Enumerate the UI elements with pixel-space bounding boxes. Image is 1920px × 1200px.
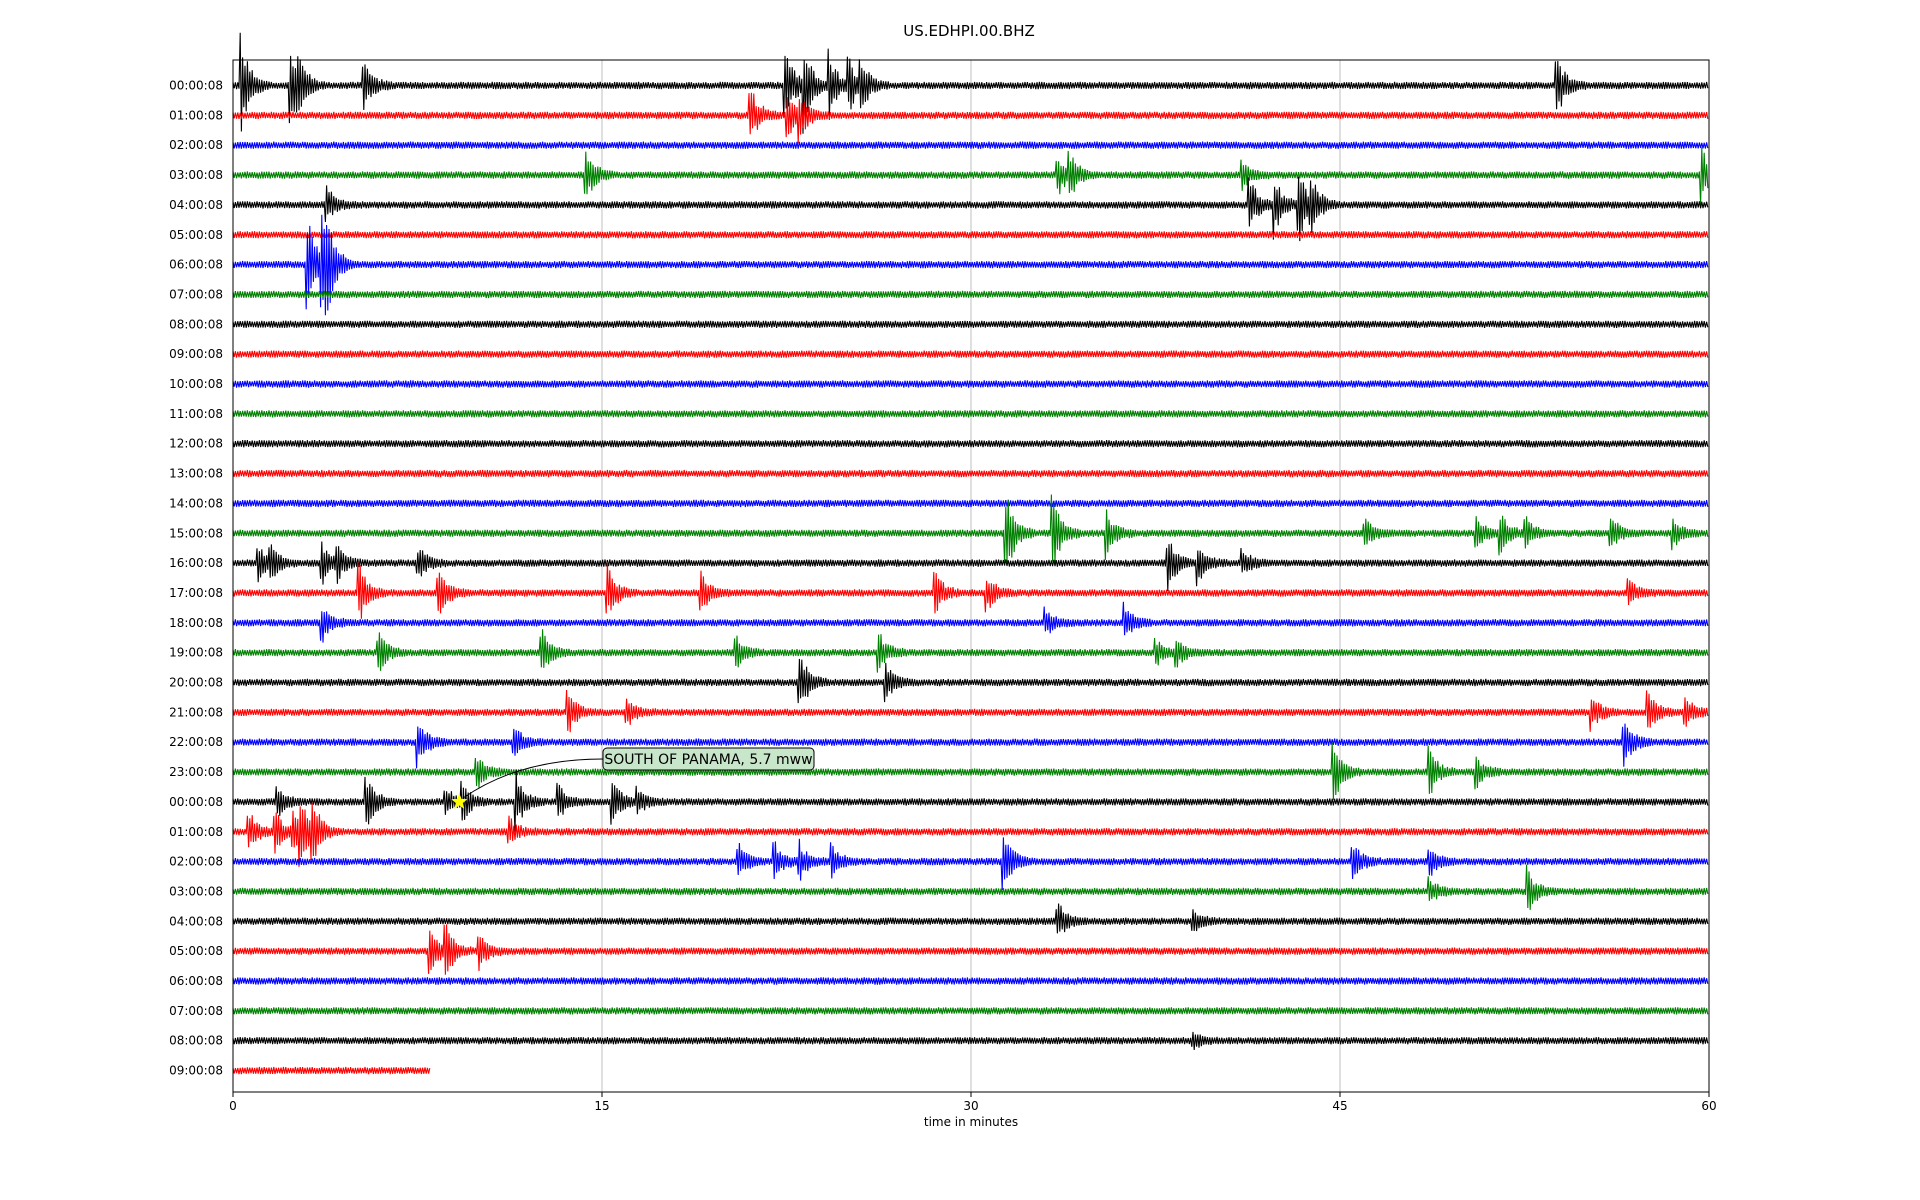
row-time-label: 20:00:08	[169, 676, 223, 690]
row-time-label: 07:00:08	[169, 1004, 223, 1018]
trace-row	[232, 320, 1709, 329]
trace-row	[232, 494, 1709, 565]
trace-row	[232, 499, 1709, 508]
trace-row	[232, 837, 1709, 891]
trace-row	[232, 290, 1709, 299]
row-time-label: 09:00:08	[169, 1064, 223, 1078]
row-time-label: 12:00:08	[169, 437, 223, 451]
x-tick-label: 60	[1701, 1099, 1716, 1113]
trace-row	[232, 32, 1709, 134]
trace-row	[232, 689, 1709, 733]
row-time-labels: 00:00:08 01:00:08 02:00:08 03:00:08 04:00:08…	[169, 79, 223, 1078]
trace-row	[232, 350, 1709, 358]
row-time-label: 16:00:08	[169, 556, 223, 570]
trace-row	[232, 769, 1709, 832]
trace-row	[232, 1007, 1709, 1015]
row-time-label: 05:00:08	[169, 228, 223, 242]
row-time-label: 23:00:08	[169, 765, 223, 779]
annotation-arrow	[463, 758, 604, 799]
row-time-label: 02:00:08	[169, 138, 223, 152]
trace-row	[232, 1066, 431, 1075]
row-time-label: 00:00:08	[169, 79, 223, 93]
trace-row	[232, 410, 1709, 418]
row-time-label: 09:00:08	[169, 347, 223, 361]
annotation-box	[602, 747, 815, 771]
x-axis-label: time in minutes	[924, 1115, 1018, 1129]
row-time-label: 06:00:08	[169, 974, 223, 988]
trace-row	[232, 469, 1709, 478]
x-tick-label: 30	[963, 1099, 978, 1113]
row-time-label: 06:00:08	[169, 258, 223, 272]
row-time-label: 01:00:08	[169, 108, 223, 122]
trace-rows	[232, 32, 1709, 1075]
row-time-label: 10:00:08	[169, 377, 223, 391]
vertical-gridlines	[601, 60, 1341, 1092]
trace-row	[232, 864, 1709, 910]
row-time-label: 07:00:08	[169, 287, 223, 301]
trace-row	[232, 977, 1709, 985]
trace-row	[232, 742, 1709, 800]
x-axis-ticks: 0 15 30 45 60	[229, 1092, 1717, 1113]
row-time-label: 04:00:08	[169, 198, 223, 212]
row-time-label: 18:00:08	[169, 616, 223, 630]
x-tick-label: 0	[229, 1099, 237, 1113]
trace-row	[232, 214, 1709, 316]
row-time-label: 03:00:08	[169, 884, 223, 898]
row-time-label: 08:00:08	[169, 317, 223, 331]
row-time-label: 17:00:08	[169, 586, 223, 600]
row-time-label: 08:00:08	[169, 1034, 223, 1048]
trace-row	[232, 147, 1709, 205]
row-time-label: 21:00:08	[169, 705, 223, 719]
x-tick-label: 45	[1332, 1099, 1347, 1113]
trace-row	[232, 541, 1709, 592]
trace-row	[232, 380, 1709, 388]
trace-row	[232, 92, 1709, 144]
row-time-label: 15:00:08	[169, 526, 223, 540]
row-time-label: 03:00:08	[169, 168, 223, 182]
row-time-label: 11:00:08	[169, 407, 223, 421]
trace-row	[232, 723, 1709, 769]
trace-row	[232, 1031, 1709, 1051]
row-time-label: 00:00:08	[169, 795, 223, 809]
event-star-marker	[451, 793, 468, 809]
chart-title: US.EDHPI.00.BHZ	[903, 22, 1035, 40]
row-time-label: 19:00:08	[169, 646, 223, 660]
trace-row	[232, 141, 1709, 149]
trace-row	[232, 231, 1709, 239]
trace-row	[232, 439, 1709, 448]
trace-row	[232, 601, 1709, 643]
annotation-label: SOUTH OF PANAMA, 5.7 mww	[604, 752, 812, 768]
trace-row	[232, 562, 1709, 619]
row-time-label: 22:00:08	[169, 735, 223, 749]
x-tick-label: 15	[594, 1099, 609, 1113]
trace-row	[232, 658, 1709, 704]
row-time-label: 14:00:08	[169, 496, 223, 510]
event-annotation: SOUTH OF PANAMA, 5.7 mww	[451, 747, 815, 809]
row-time-label: 13:00:08	[169, 467, 223, 481]
trace-row	[232, 924, 1709, 975]
row-time-label: 01:00:08	[169, 825, 223, 839]
trace-row	[232, 629, 1709, 673]
row-time-label: 02:00:08	[169, 855, 223, 869]
trace-row	[232, 903, 1709, 934]
row-time-label: 05:00:08	[169, 944, 223, 958]
trace-row	[232, 802, 1709, 867]
row-time-label: 04:00:08	[169, 914, 223, 928]
trace-row	[232, 176, 1709, 242]
